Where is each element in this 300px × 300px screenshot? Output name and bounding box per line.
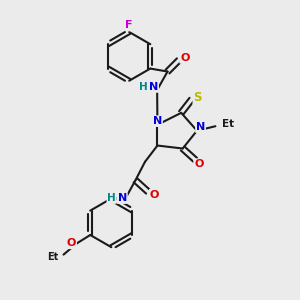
Text: F: F	[125, 20, 133, 31]
Text: N: N	[149, 82, 158, 92]
Text: S: S	[193, 92, 202, 104]
Text: O: O	[67, 238, 76, 248]
Text: O: O	[150, 190, 159, 200]
Text: N: N	[118, 193, 127, 203]
Text: H: H	[107, 193, 116, 203]
Text: N: N	[196, 122, 205, 132]
Text: O: O	[180, 53, 190, 63]
Text: H: H	[140, 82, 148, 92]
Text: Et: Et	[222, 119, 234, 129]
Text: O: O	[194, 159, 203, 169]
Text: Et: Et	[47, 252, 59, 262]
Text: N: N	[153, 116, 162, 126]
